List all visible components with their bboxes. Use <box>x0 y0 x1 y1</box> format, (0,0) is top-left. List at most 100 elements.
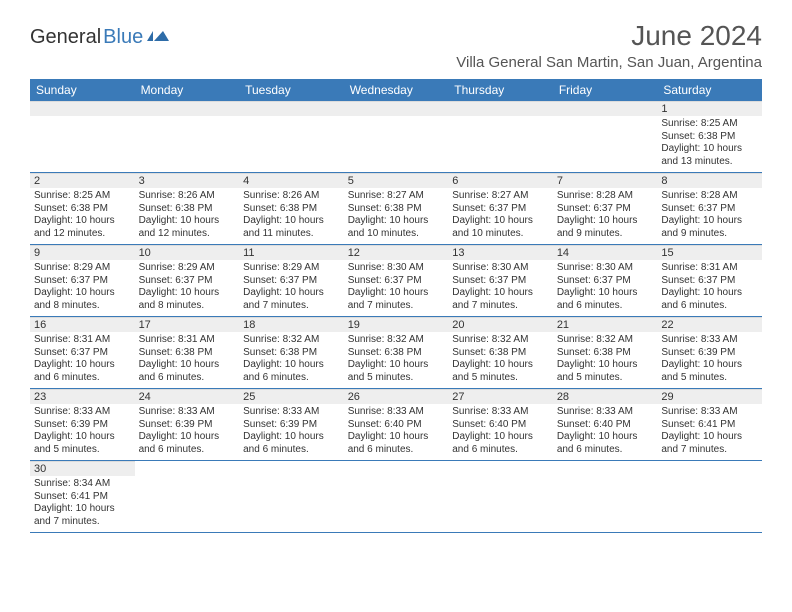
calendar-day-cell: 14Sunrise: 8:30 AMSunset: 6:37 PMDayligh… <box>553 245 658 317</box>
day-details: Sunrise: 8:28 AMSunset: 6:37 PMDaylight:… <box>657 188 762 244</box>
day-number: 1 <box>657 101 762 116</box>
day-number: 23 <box>30 389 135 404</box>
day-number: 30 <box>30 461 135 476</box>
calendar-day-cell <box>344 461 449 533</box>
sunrise-text: Sunrise: 8:33 AM <box>243 406 340 419</box>
calendar-page: General Blue June 2024 Villa General San… <box>0 0 792 553</box>
calendar-day-cell: 6Sunrise: 8:27 AMSunset: 6:37 PMDaylight… <box>448 173 553 245</box>
sunset-text: Sunset: 6:41 PM <box>661 419 758 432</box>
calendar-day-cell <box>30 101 135 173</box>
sunrise-text: Sunrise: 8:33 AM <box>661 406 758 419</box>
day-number: 6 <box>448 173 553 188</box>
sunset-text: Sunset: 6:37 PM <box>661 203 758 216</box>
day-details: Sunrise: 8:30 AMSunset: 6:37 PMDaylight:… <box>553 260 658 316</box>
day-number: 29 <box>657 389 762 404</box>
brand-flag-icon <box>147 28 169 42</box>
calendar-day-cell: 23Sunrise: 8:33 AMSunset: 6:39 PMDayligh… <box>30 389 135 461</box>
day-number: 21 <box>553 317 658 332</box>
calendar-day-cell: 11Sunrise: 8:29 AMSunset: 6:37 PMDayligh… <box>239 245 344 317</box>
day-number: 4 <box>239 173 344 188</box>
day-details: Sunrise: 8:30 AMSunset: 6:37 PMDaylight:… <box>448 260 553 316</box>
title-block: June 2024 Villa General San Martin, San … <box>456 20 762 71</box>
day-number: 5 <box>344 173 449 188</box>
sunset-text: Sunset: 6:37 PM <box>34 347 131 360</box>
day-details: Sunrise: 8:27 AMSunset: 6:37 PMDaylight:… <box>448 188 553 244</box>
day-number: 3 <box>135 173 240 188</box>
day-number: 11 <box>239 245 344 260</box>
calendar-day-cell: 8Sunrise: 8:28 AMSunset: 6:37 PMDaylight… <box>657 173 762 245</box>
sunrise-text: Sunrise: 8:30 AM <box>452 262 549 275</box>
day-number: 20 <box>448 317 553 332</box>
sunset-text: Sunset: 6:38 PM <box>34 203 131 216</box>
sunset-text: Sunset: 6:37 PM <box>34 275 131 288</box>
calendar-day-cell: 12Sunrise: 8:30 AMSunset: 6:37 PMDayligh… <box>344 245 449 317</box>
sunset-text: Sunset: 6:37 PM <box>452 203 549 216</box>
day-number-empty <box>448 101 553 116</box>
day-details: Sunrise: 8:31 AMSunset: 6:37 PMDaylight:… <box>657 260 762 316</box>
sunset-text: Sunset: 6:40 PM <box>452 419 549 432</box>
daylight-text: Daylight: 10 hours and 5 minutes. <box>452 359 549 384</box>
calendar-day-cell: 4Sunrise: 8:26 AMSunset: 6:38 PMDaylight… <box>239 173 344 245</box>
calendar-day-cell: 5Sunrise: 8:27 AMSunset: 6:38 PMDaylight… <box>344 173 449 245</box>
day-number-empty <box>135 101 240 116</box>
sunrise-text: Sunrise: 8:28 AM <box>661 190 758 203</box>
daylight-text: Daylight: 10 hours and 6 minutes. <box>243 359 340 384</box>
daylight-text: Daylight: 10 hours and 7 minutes. <box>452 287 549 312</box>
sunrise-text: Sunrise: 8:32 AM <box>348 334 445 347</box>
calendar-day-cell: 27Sunrise: 8:33 AMSunset: 6:40 PMDayligh… <box>448 389 553 461</box>
calendar-day-cell: 3Sunrise: 8:26 AMSunset: 6:38 PMDaylight… <box>135 173 240 245</box>
day-number: 22 <box>657 317 762 332</box>
calendar-day-cell <box>448 461 553 533</box>
calendar-day-cell <box>448 101 553 173</box>
daylight-text: Daylight: 10 hours and 12 minutes. <box>34 215 131 240</box>
sunrise-text: Sunrise: 8:33 AM <box>557 406 654 419</box>
day-number: 26 <box>344 389 449 404</box>
weekday-header: Saturday <box>657 79 762 101</box>
sunset-text: Sunset: 6:38 PM <box>661 131 758 144</box>
day-number: 28 <box>553 389 658 404</box>
calendar-day-cell: 26Sunrise: 8:33 AMSunset: 6:40 PMDayligh… <box>344 389 449 461</box>
day-number: 13 <box>448 245 553 260</box>
day-details: Sunrise: 8:32 AMSunset: 6:38 PMDaylight:… <box>448 332 553 388</box>
day-details: Sunrise: 8:31 AMSunset: 6:37 PMDaylight:… <box>30 332 135 388</box>
day-details: Sunrise: 8:25 AMSunset: 6:38 PMDaylight:… <box>30 188 135 244</box>
calendar-day-cell <box>553 461 658 533</box>
sunrise-text: Sunrise: 8:29 AM <box>139 262 236 275</box>
daylight-text: Daylight: 10 hours and 5 minutes. <box>661 359 758 384</box>
day-details: Sunrise: 8:26 AMSunset: 6:38 PMDaylight:… <box>239 188 344 244</box>
daylight-text: Daylight: 10 hours and 7 minutes. <box>661 431 758 456</box>
daylight-text: Daylight: 10 hours and 13 minutes. <box>661 143 758 168</box>
daylight-text: Daylight: 10 hours and 7 minutes. <box>348 287 445 312</box>
calendar-day-cell: 13Sunrise: 8:30 AMSunset: 6:37 PMDayligh… <box>448 245 553 317</box>
calendar-day-cell <box>239 461 344 533</box>
weekday-header: Monday <box>135 79 240 101</box>
calendar-day-cell: 15Sunrise: 8:31 AMSunset: 6:37 PMDayligh… <box>657 245 762 317</box>
sunset-text: Sunset: 6:38 PM <box>243 203 340 216</box>
day-details: Sunrise: 8:33 AMSunset: 6:39 PMDaylight:… <box>239 404 344 460</box>
calendar-day-cell: 24Sunrise: 8:33 AMSunset: 6:39 PMDayligh… <box>135 389 240 461</box>
sunset-text: Sunset: 6:40 PM <box>557 419 654 432</box>
sunrise-text: Sunrise: 8:29 AM <box>34 262 131 275</box>
weekday-header: Tuesday <box>239 79 344 101</box>
sunrise-text: Sunrise: 8:29 AM <box>243 262 340 275</box>
sunset-text: Sunset: 6:37 PM <box>139 275 236 288</box>
calendar-day-cell: 28Sunrise: 8:33 AMSunset: 6:40 PMDayligh… <box>553 389 658 461</box>
day-number: 27 <box>448 389 553 404</box>
day-number-empty <box>553 101 658 116</box>
day-number: 15 <box>657 245 762 260</box>
sunset-text: Sunset: 6:37 PM <box>557 203 654 216</box>
daylight-text: Daylight: 10 hours and 5 minutes. <box>348 359 445 384</box>
day-number-empty <box>30 101 135 116</box>
sunrise-text: Sunrise: 8:25 AM <box>661 118 758 131</box>
calendar-day-cell <box>135 461 240 533</box>
sunset-text: Sunset: 6:38 PM <box>348 203 445 216</box>
calendar-week-row: 1 Sunrise: 8:25 AMSunset: 6:38 PMDaylight… <box>30 101 762 173</box>
sunrise-text: Sunrise: 8:26 AM <box>243 190 340 203</box>
sunset-text: Sunset: 6:38 PM <box>348 347 445 360</box>
calendar-day-cell: 7Sunrise: 8:28 AMSunset: 6:37 PMDaylight… <box>553 173 658 245</box>
sunrise-text: Sunrise: 8:28 AM <box>557 190 654 203</box>
day-details: Sunrise: 8:33 AMSunset: 6:39 PMDaylight:… <box>657 332 762 388</box>
calendar-day-cell: 25Sunrise: 8:33 AMSunset: 6:39 PMDayligh… <box>239 389 344 461</box>
sunrise-text: Sunrise: 8:27 AM <box>452 190 549 203</box>
calendar-day-cell: 16Sunrise: 8:31 AMSunset: 6:37 PMDayligh… <box>30 317 135 389</box>
